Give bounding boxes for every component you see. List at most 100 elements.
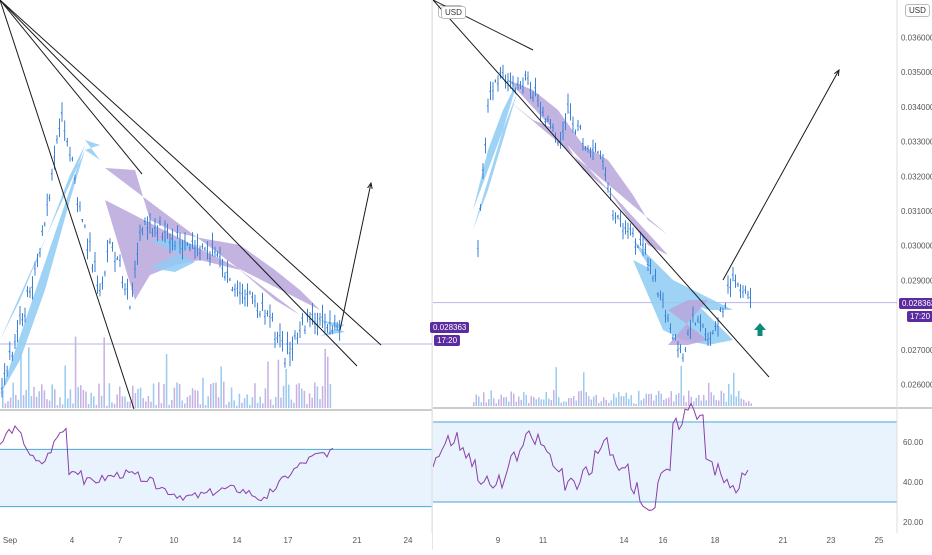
volume-bar [568, 398, 570, 406]
volume-bar [187, 397, 189, 408]
volume-bar [746, 402, 748, 406]
candle-tick [214, 252, 215, 253]
volume-bar [493, 398, 495, 406]
volume-bar [483, 392, 485, 406]
volume-bar [231, 387, 233, 408]
volume-bar [298, 383, 300, 408]
candle-tick [707, 339, 708, 340]
volume-bar [285, 369, 287, 408]
volume-bar [129, 402, 131, 408]
candle-tick [500, 72, 501, 73]
right-chart-svg[interactable]: 0.0360000.0350000.0340000.0330000.032000… [433, 0, 932, 550]
volume-bar [197, 391, 199, 408]
volume-bar [218, 397, 220, 408]
volume-bar [488, 399, 490, 406]
volume-bar [523, 392, 525, 406]
candle-tick [4, 373, 5, 374]
volume-bar [536, 399, 538, 406]
candle-tick [732, 274, 733, 275]
candle-tick [575, 132, 576, 133]
volume-bar [119, 386, 121, 408]
volume-bar [64, 366, 66, 408]
price-tick-label: 0.036000 [901, 33, 932, 42]
volume-bar [10, 398, 12, 408]
volume-bar [83, 390, 85, 408]
volume-bar [324, 349, 326, 408]
volume-bar [49, 401, 51, 408]
volume-bar [738, 391, 740, 406]
volume-bar [628, 399, 630, 406]
volume-bar [566, 402, 568, 406]
volume-bar [733, 373, 735, 406]
candle-tick [507, 81, 508, 82]
volume-bar [41, 384, 43, 408]
volume-bar [171, 400, 173, 408]
volume-bar [648, 394, 650, 406]
volume-bar [623, 396, 625, 406]
volume-bar [716, 400, 718, 406]
volume-bar [683, 396, 685, 406]
volume-bar [296, 384, 298, 408]
volume-bar [646, 394, 648, 406]
volume-bar [473, 402, 475, 406]
volume-bar [593, 396, 595, 406]
volume-bar [257, 403, 259, 408]
volume-bar [44, 390, 46, 408]
volume-bar [20, 351, 22, 408]
rsi-tick-label: 60.00 [903, 438, 924, 447]
volume-bar [168, 405, 170, 408]
volume-bar [111, 402, 113, 408]
volume-bar [676, 395, 678, 406]
candle-tick [162, 237, 163, 238]
volume-bar [239, 394, 241, 408]
candle-tick [690, 329, 691, 330]
volume-bar [12, 383, 14, 408]
price-tick-label: 0.030000 [901, 242, 932, 251]
volume-bar [215, 383, 217, 408]
volume-bar [267, 361, 269, 408]
volume-bar [551, 400, 553, 406]
left-chart-svg[interactable]: 0.0500000.0480000.0460000.0440000.042000… [0, 0, 432, 550]
price-tick-label: 0.033000 [901, 138, 932, 147]
volume-bar [633, 403, 635, 406]
candle-tick [244, 298, 245, 299]
volume-bar [678, 393, 680, 406]
volume-bar [163, 384, 165, 408]
volume-bar [561, 403, 563, 406]
volume-bar [481, 402, 483, 406]
volume-bar [109, 383, 111, 408]
candle-tick [742, 292, 743, 293]
volume-bar [46, 399, 48, 408]
volume-bar [124, 397, 126, 408]
left-currency-tag[interactable]: USD [441, 6, 466, 19]
candle-tick [515, 90, 516, 91]
right-currency-tag[interactable]: USD [905, 4, 930, 17]
date-tick-label: 7 [118, 536, 123, 545]
volume-bar [59, 397, 61, 408]
volume-bar [322, 386, 324, 408]
volume-bar [606, 400, 608, 406]
volume-bar [543, 399, 545, 406]
candle-tick [647, 264, 648, 265]
candle-tick [159, 221, 160, 222]
candle-tick [104, 273, 105, 274]
candle-tick [122, 282, 123, 283]
candle-tick [592, 149, 593, 150]
candle-tick [89, 241, 90, 242]
price-tick-label: 0.026000 [901, 381, 932, 390]
volume-bar [304, 391, 306, 408]
date-tick-label: 9 [496, 536, 501, 545]
volume-bar [254, 383, 256, 408]
volume-bar [693, 401, 695, 406]
volume-bar [706, 400, 708, 406]
volume-bar [608, 403, 610, 406]
volume-bar [288, 385, 290, 408]
left-chart-pane[interactable]: 0.0500000.0480000.0460000.0440000.042000… [0, 0, 432, 550]
volume-bar [613, 394, 615, 406]
volume-bar [145, 401, 147, 408]
volume-bar [643, 399, 645, 406]
volume-bar [142, 398, 144, 408]
candle-tick [590, 152, 591, 153]
volume-bar [88, 404, 90, 408]
